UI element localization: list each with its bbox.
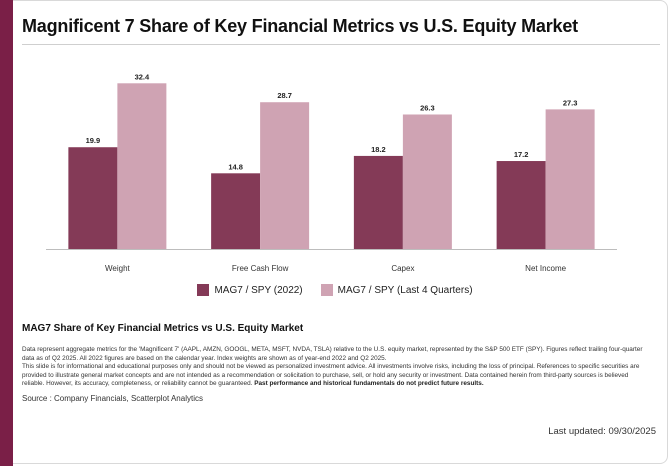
x-tick-label-free-cash-flow: Free Cash Flow — [232, 264, 289, 273]
data-label-free-cash-flow-2022: 14.8 — [228, 162, 243, 171]
chart-title: Magnificent 7 Share of Key Financial Met… — [22, 16, 578, 36]
data-label-weight-last-4-quarters: 32.4 — [135, 72, 150, 81]
bar-net-income-last-4-quarters — [545, 109, 595, 249]
x-tick-label-weight: Weight — [105, 264, 131, 273]
data-label-capex-last-4-quarters: 26.3 — [420, 103, 435, 112]
bar-net-income-2022 — [496, 161, 546, 249]
bar-capex-2022 — [353, 155, 403, 249]
bar-weight-2022 — [68, 147, 118, 249]
data-label-capex-2022: 18.2 — [371, 145, 386, 154]
bar-capex-last-4-quarters — [402, 114, 452, 249]
disclaimer-text: Data represent aggregate metrics for the… — [22, 346, 650, 389]
disclaimer-data-description: Data represent aggregate metrics for the… — [22, 346, 643, 362]
x-tick-label-net-income: Net Income — [525, 264, 566, 273]
last-updated: Last updated: 09/30/2025 — [548, 426, 656, 437]
source-note: Source : Company Financials, Scatterplot… — [22, 394, 203, 403]
legend-item-last-4-quarters: MAG7 / SPY (Last 4 Quarters) — [320, 284, 473, 296]
bar-free-cash-flow-2022 — [211, 173, 261, 249]
legend-label-2022: MAG7 / SPY (2022) — [214, 284, 303, 296]
disclaimer-past-performance: Past performance and historical fundamen… — [254, 380, 484, 387]
chart-legend: MAG7 / SPY (2022) MAG7 / SPY (Last 4 Qua… — [0, 284, 670, 296]
bar-chart: 19.9 32.4 Weight 14.8 28.7 Free Cash Flow 18.2… — [46, 72, 617, 273]
x-tick-label-capex: Capex — [391, 264, 414, 273]
legend-item-2022: MAG7 / SPY (2022) — [197, 284, 303, 296]
title-divider — [22, 44, 660, 45]
legend-swatch-last-4-quarters — [320, 284, 333, 296]
data-label-net-income-2022: 17.2 — [514, 150, 529, 159]
data-label-net-income-last-4-quarters: 27.3 — [563, 98, 578, 107]
disclaimer-risk-statement: This slide is for informational and educ… — [22, 363, 640, 387]
legend-swatch-2022 — [197, 284, 210, 296]
legend-label-last-4-quarters: MAG7 / SPY (Last 4 Quarters) — [337, 284, 473, 296]
data-label-free-cash-flow-last-4-quarters: 28.7 — [277, 91, 292, 100]
data-label-weight-2022: 19.9 — [86, 136, 101, 145]
bar-free-cash-flow-last-4-quarters — [260, 102, 310, 249]
notes-title: MAG7 Share of Key Financial Metrics vs U… — [22, 323, 304, 334]
accent-bar — [0, 0, 13, 466]
bar-weight-last-4-quarters — [117, 83, 167, 249]
